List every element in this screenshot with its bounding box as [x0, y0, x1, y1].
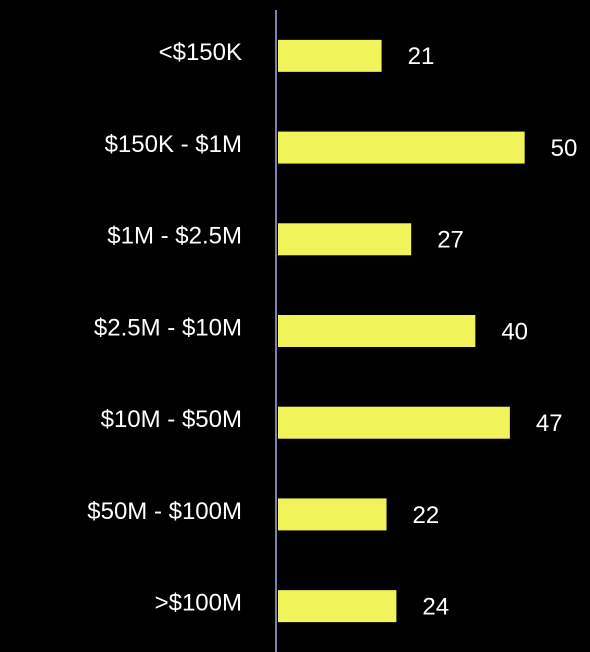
bar [278, 498, 387, 531]
y-tick-label: $150K - $1M [105, 131, 242, 158]
y-tick-label: <$150K [159, 39, 242, 66]
bar [278, 406, 510, 439]
bar [278, 223, 412, 256]
y-tick-label: >$100M [155, 589, 242, 616]
y-tick-label: $2.5M - $10M [94, 314, 242, 341]
data-label: 50 [551, 135, 578, 162]
bar [278, 590, 397, 623]
data-label: 22 [413, 502, 440, 529]
data-label: 40 [501, 318, 528, 345]
bar [278, 131, 525, 164]
bar [278, 315, 476, 347]
data-label: 24 [422, 593, 449, 620]
bar [278, 39, 382, 72]
y-tick-label: $1M - $2.5M [107, 223, 242, 250]
data-label: 21 [408, 43, 435, 70]
data-label: 27 [437, 227, 464, 254]
data-label: 47 [536, 410, 563, 437]
y-tick-label: $50M - $100M [87, 498, 242, 525]
y-tick-label: $10M - $50M [101, 406, 242, 433]
